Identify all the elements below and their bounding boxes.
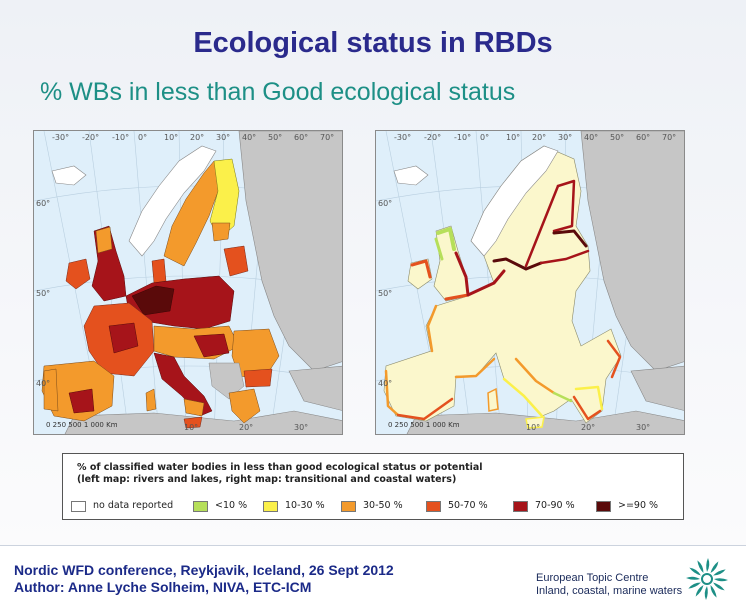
- etc-sunburst-logo-icon: [686, 558, 728, 600]
- deg-side-3: 40°: [378, 379, 393, 388]
- legend-title-line2: (left map: rivers and lakes, right map: …: [77, 474, 457, 485]
- deg-top-3: -10°: [112, 133, 130, 142]
- deg-side-3: 40°: [36, 379, 51, 388]
- legend-label: 30-50 %: [363, 500, 403, 511]
- slide-title: Ecological status in RBDs: [193, 27, 553, 59]
- deg-top-9: 50°: [610, 133, 625, 142]
- deg-bottom-2: 20°: [581, 423, 596, 432]
- deg-top-5: 10°: [164, 133, 179, 142]
- deg-top-8: 40°: [242, 133, 257, 142]
- map-transitional-coastal: -30° -20° -10° 0° 10° 20° 30° 40° 50° 60…: [375, 130, 685, 435]
- footer-author: Author: Anne Lyche Solheim, NIVA, ETC-IC…: [14, 579, 312, 595]
- slide-subtitle: % WBs in less than Good ecological statu…: [40, 78, 516, 106]
- slide-background: Ecological status in RBDs % WBs in less …: [0, 0, 746, 545]
- deg-side-1: 60°: [36, 199, 51, 208]
- legend-label: 50-70 %: [448, 500, 488, 511]
- legend-label: 10-30 %: [285, 500, 325, 511]
- map-legend: % of classified water bodies in less tha…: [62, 453, 684, 520]
- scale-bar-label: 0 250 500 1 000 Km: [46, 421, 118, 429]
- deg-top-10: 60°: [636, 133, 651, 142]
- deg-top-11: 70°: [320, 133, 335, 142]
- deg-top-8: 40°: [584, 133, 599, 142]
- map-transitional-coastal-graphic: [376, 131, 684, 434]
- deg-top-1: -30°: [394, 133, 412, 142]
- legend-label: <10 %: [215, 500, 248, 511]
- deg-top-7: 30°: [216, 133, 231, 142]
- deg-top-10: 60°: [294, 133, 309, 142]
- deg-side-2: 50°: [378, 289, 393, 298]
- legend-swatch: [426, 501, 441, 512]
- legend-title: % of classified water bodies in less tha…: [77, 462, 677, 486]
- deg-side-2: 50°: [36, 289, 51, 298]
- deg-top-5: 10°: [506, 133, 521, 142]
- slide-footer: Nordic WFD conference, Reykjavik, Icelan…: [0, 545, 746, 603]
- deg-top-2: -20°: [82, 133, 100, 142]
- footer-conference: Nordic WFD conference, Reykjavik, Icelan…: [14, 562, 394, 578]
- scale-bar-label: 0 250 500 1 000 Km: [388, 421, 460, 429]
- legend-label: >=90 %: [618, 500, 659, 511]
- legend-swatch: [263, 501, 278, 512]
- deg-bottom-1: 10°: [526, 423, 541, 432]
- legend-swatch: [341, 501, 356, 512]
- deg-top-7: 30°: [558, 133, 573, 142]
- legend-swatch: [513, 501, 528, 512]
- etc-org-name: European Topic Centre: [536, 572, 649, 584]
- deg-top-6: 20°: [190, 133, 205, 142]
- legend-swatch: [71, 501, 86, 512]
- legend-label: 70-90 %: [535, 500, 575, 511]
- deg-side-1: 60°: [378, 199, 393, 208]
- deg-bottom-3: 30°: [636, 423, 651, 432]
- deg-top-9: 50°: [268, 133, 283, 142]
- deg-top-4: 0°: [138, 133, 148, 142]
- legend-swatch: [193, 501, 208, 512]
- legend-title-line1: % of classified water bodies in less tha…: [77, 462, 483, 473]
- deg-top-4: 0°: [480, 133, 490, 142]
- etc-org-subtitle: Inland, coastal, marine waters: [536, 585, 683, 597]
- deg-top-11: 70°: [662, 133, 677, 142]
- deg-top-2: -20°: [424, 133, 442, 142]
- deg-bottom-3: 30°: [294, 423, 309, 432]
- map-rivers-lakes: -30° -20° -10° 0° 10° 20° 30° 40° 50° 60…: [33, 130, 343, 435]
- map-rivers-lakes-graphic: [34, 131, 342, 434]
- deg-top-3: -10°: [454, 133, 472, 142]
- legend-items: no data reported <10 % 10-30 % 30-50 % 5…: [71, 500, 677, 514]
- deg-bottom-2: 20°: [239, 423, 254, 432]
- legend-label: no data reported: [93, 500, 174, 511]
- legend-swatch: [596, 501, 611, 512]
- deg-top-1: -30°: [52, 133, 70, 142]
- deg-bottom-1: 10°: [184, 423, 199, 432]
- deg-top-6: 20°: [532, 133, 547, 142]
